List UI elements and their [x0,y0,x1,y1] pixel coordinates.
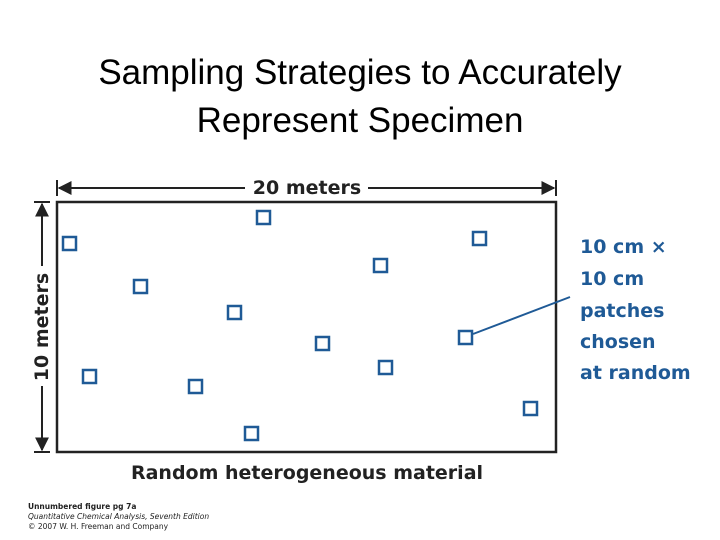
patch [255,209,272,226]
leader-line [472,296,571,335]
height-label: 10 meters [31,273,53,381]
patch [377,359,394,376]
credit: Quantitative Chemical Analysis, Seventh … [28,512,209,521]
patches [61,209,539,442]
caption: Random heterogeneous material [131,462,483,484]
annotation: patches [580,300,665,322]
patch [522,400,539,417]
width-label: 20 meters [253,177,361,199]
title-line: Represent Specimen [197,101,524,140]
patch [226,304,243,321]
patch [187,378,204,395]
patch [471,230,488,247]
patch [243,425,260,442]
patch [132,278,149,295]
annotation: chosen [580,331,656,353]
credit: © 2007 W. H. Freeman and Company [28,522,169,531]
patch [372,257,389,274]
annotation: at random [580,362,691,384]
annotation: 10 cm × [580,236,667,258]
field [55,200,558,454]
patch [457,329,474,346]
credit: Unnumbered figure pg 7a [28,502,136,511]
patch [61,235,78,252]
title-line: Sampling Strategies to Accurately [98,53,622,92]
patch [81,368,98,385]
patch [314,335,331,352]
annotation: 10 cm [580,268,644,290]
